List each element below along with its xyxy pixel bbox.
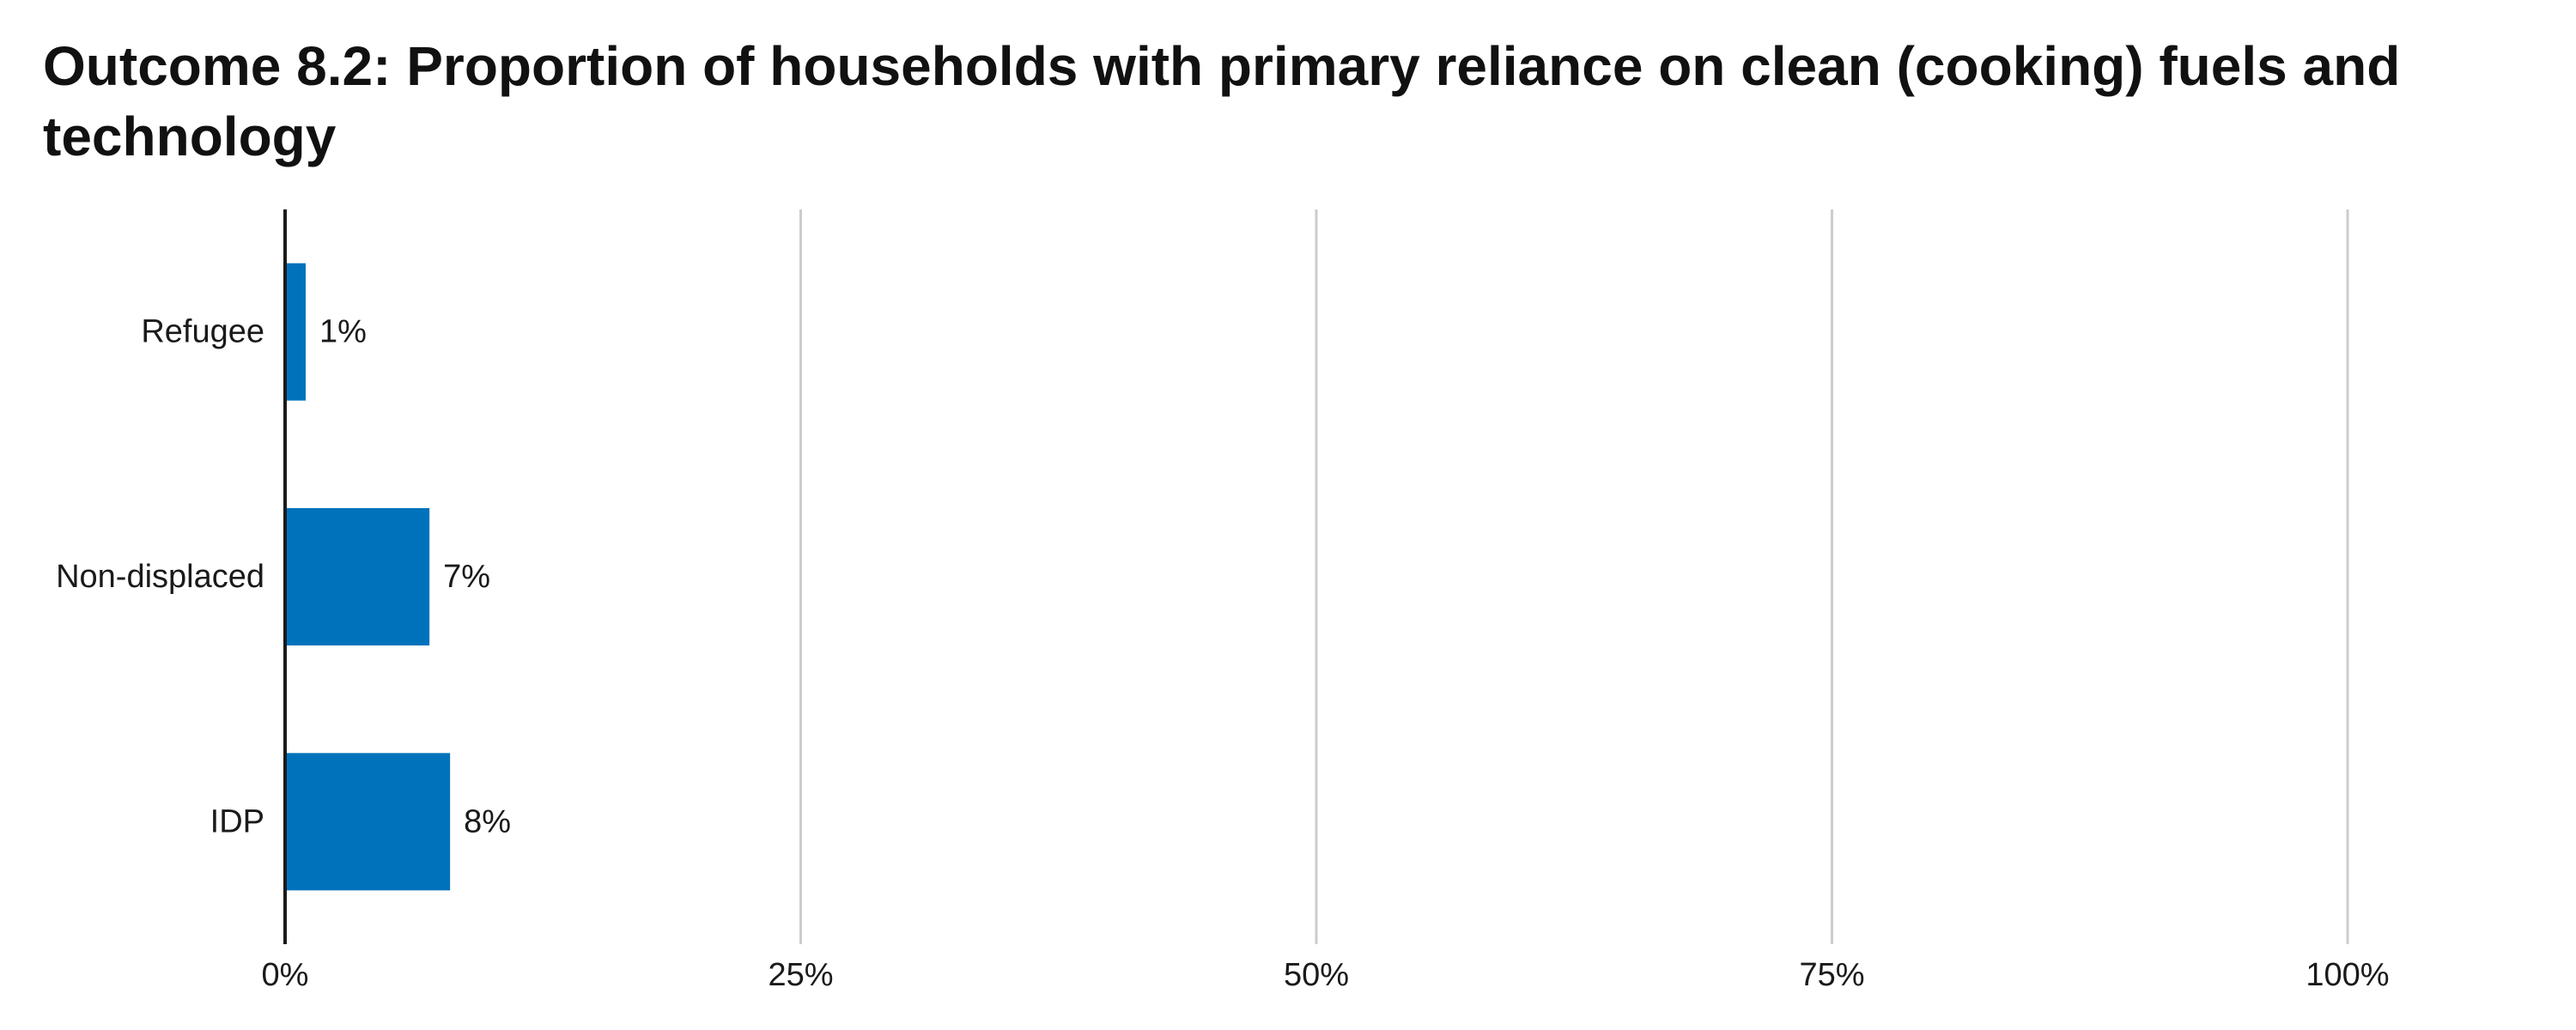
category-label: IDP (210, 803, 264, 839)
data-label: 1% (319, 314, 367, 350)
labels: 0% 25% 50% 75% 100% Refugee 1% Non-displaced 7% I… (56, 314, 2390, 993)
bar (285, 508, 430, 645)
x-tick-label: 50% (1284, 957, 1349, 993)
x-tick-label: 75% (1799, 957, 1864, 993)
bar (285, 263, 307, 401)
x-tick-label: 25% (768, 957, 833, 993)
bars (285, 263, 451, 891)
data-label: 7% (443, 559, 490, 595)
x-tick-label: 0% (262, 957, 309, 993)
bar (285, 753, 451, 891)
category-label: Refugee (141, 314, 264, 350)
gridlines (799, 209, 2349, 944)
chart-title: Outcome 8.2: Proportion of households wi… (43, 35, 2401, 167)
x-tick-label: 100% (2306, 957, 2389, 993)
category-label: Non-displaced (56, 559, 264, 595)
data-label: 8% (464, 803, 511, 839)
